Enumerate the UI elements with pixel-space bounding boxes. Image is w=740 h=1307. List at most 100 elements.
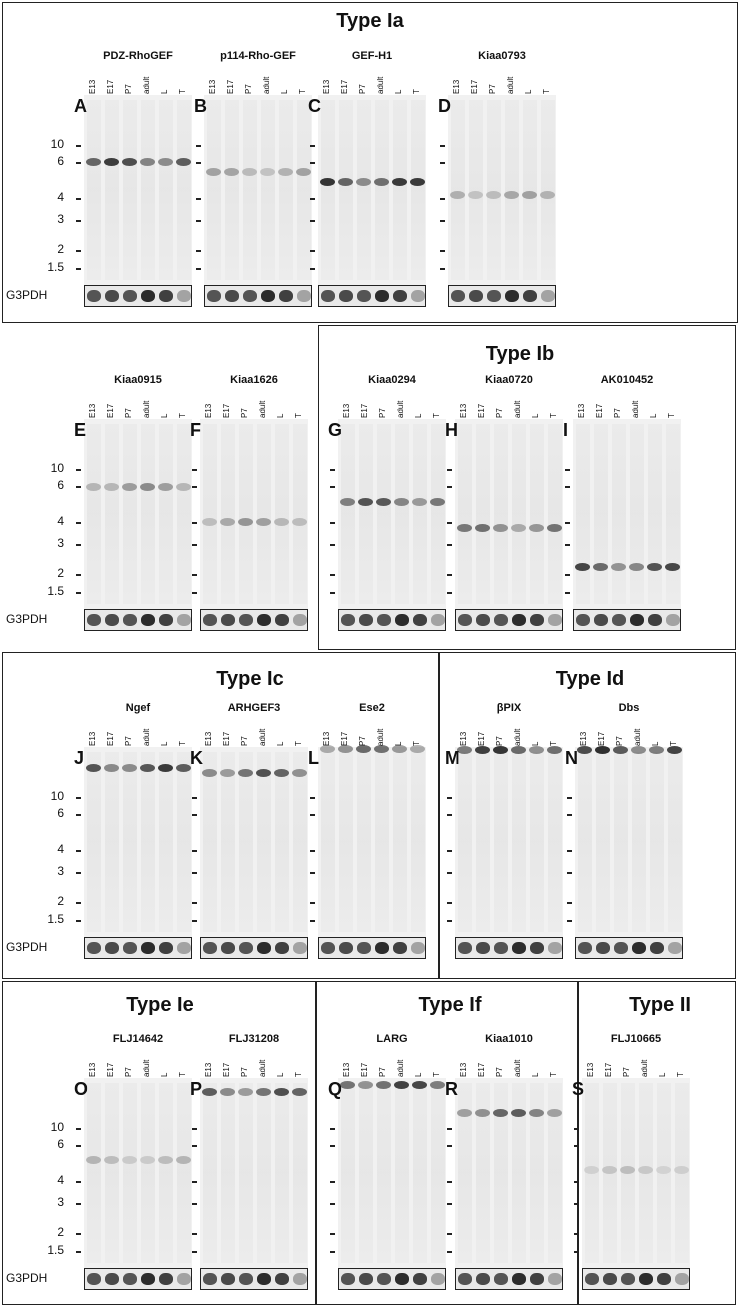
lane-label: P7 (613, 408, 622, 418)
gene-name: ARHGEF3 (227, 702, 281, 714)
band (158, 1156, 173, 1164)
band (238, 769, 253, 777)
gel-blot (448, 95, 556, 285)
band (338, 745, 353, 753)
lane-label: E13 (88, 1062, 97, 1077)
size-label: 3 (57, 864, 64, 878)
lane-label: adult (640, 1059, 649, 1077)
lane-label: P7 (622, 1067, 631, 1077)
control-band (239, 614, 253, 626)
lane-strip (261, 100, 275, 280)
size-tick (567, 920, 572, 922)
control-band (359, 614, 373, 626)
lane-label: E17 (222, 1062, 231, 1077)
lane-label: L (414, 1072, 423, 1077)
size-tick (76, 522, 81, 524)
band (260, 168, 275, 176)
lane-strip (494, 424, 508, 604)
size-tick (447, 544, 452, 546)
lane-strip (257, 424, 271, 604)
lane-strip (458, 752, 472, 932)
lane-strip (530, 752, 544, 932)
band (274, 1088, 289, 1096)
lane-label: E13 (88, 403, 97, 418)
lane-label: L (531, 1072, 540, 1077)
size-label: 3 (57, 1195, 64, 1209)
band (256, 518, 271, 526)
lane-strip (87, 100, 101, 280)
lane-strip (221, 424, 235, 604)
lane-strip (666, 424, 680, 604)
band (412, 498, 427, 506)
gel-blot (573, 419, 681, 609)
lane-strip (239, 1083, 253, 1263)
lane-label: adult (513, 1059, 522, 1077)
band (374, 178, 389, 186)
control-band (393, 942, 407, 954)
gel-blot (582, 1078, 690, 1268)
size-label: 6 (57, 478, 64, 492)
control-band (431, 1273, 445, 1285)
lane-label: T (667, 413, 676, 418)
control-band (321, 942, 335, 954)
control-band (105, 1273, 119, 1285)
lane-label: adult (506, 76, 515, 94)
size-tick (76, 814, 81, 816)
band (529, 524, 544, 532)
lane-label: E17 (226, 79, 235, 94)
band (430, 498, 445, 506)
lane-strip (530, 1083, 544, 1263)
lane-strip (512, 752, 526, 932)
control-band (257, 1273, 271, 1285)
band (356, 178, 371, 186)
panel-letter: F (190, 420, 201, 440)
lane-strip (123, 100, 137, 280)
gel-blot (84, 419, 192, 609)
size-label: 1.5 (47, 260, 64, 274)
lane-strip (512, 424, 526, 604)
lane-label: T (178, 741, 187, 746)
lane-label: L (280, 89, 289, 94)
control-band (225, 290, 239, 302)
control-band (203, 1273, 217, 1285)
band (394, 1081, 409, 1089)
size-tick (76, 486, 81, 488)
frame-type-ii (578, 981, 736, 1305)
size-tick (76, 574, 81, 576)
band (292, 769, 307, 777)
size-tick (330, 1128, 335, 1130)
lane-label: E17 (470, 79, 479, 94)
size-tick (76, 145, 81, 147)
size-tick (447, 1145, 452, 1147)
size-tick (192, 920, 197, 922)
band (392, 745, 407, 753)
lane-label: E17 (597, 731, 606, 746)
panel-letter: E (74, 420, 87, 440)
control-band (203, 614, 217, 626)
lane-strip (431, 424, 445, 604)
band (176, 483, 191, 491)
gene-name: Kiaa0915 (114, 374, 162, 386)
size-tick (76, 198, 81, 200)
size-tick (330, 592, 335, 594)
lane-label: T (676, 1072, 685, 1077)
lane-label: E17 (106, 79, 115, 94)
control-band (594, 614, 608, 626)
band (158, 764, 173, 772)
control-band (293, 942, 307, 954)
panel-letter: N (565, 748, 578, 768)
band (340, 1081, 355, 1089)
lane-strip (494, 1083, 508, 1263)
lane-label: E17 (340, 731, 349, 746)
control-band (141, 290, 155, 302)
band (340, 498, 355, 506)
gel-blot (455, 747, 563, 937)
frame-type-id (439, 652, 736, 979)
size-tick (192, 1233, 197, 1235)
control-band (548, 614, 562, 626)
lane-label: P7 (124, 408, 133, 418)
band (256, 1088, 271, 1096)
control-band (666, 614, 680, 626)
control-band (494, 942, 508, 954)
band (374, 745, 389, 753)
